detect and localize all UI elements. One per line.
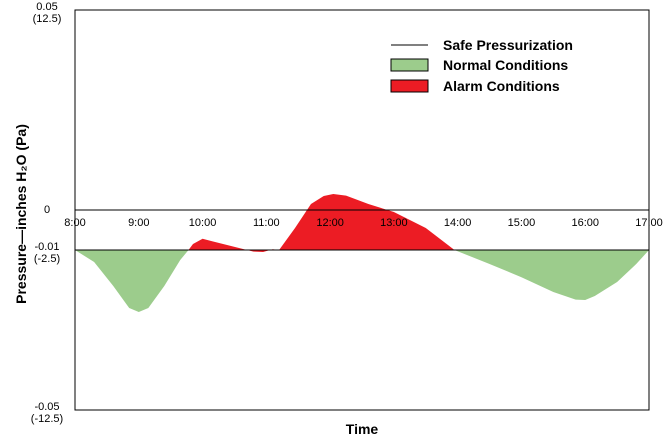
- x-tick-5: 13:00: [380, 217, 408, 229]
- x-tick-labels: 8:00 9:00 10:00 11:00 12:00 13:00 14:00 15:00 16…: [64, 217, 662, 229]
- y-tick-0: 0.05: [36, 1, 57, 13]
- x-axis-title: Time: [346, 421, 379, 437]
- condition-fills: [75, 194, 649, 312]
- x-tick-1: 9:00: [128, 217, 149, 229]
- x-tick-8: 16:00: [571, 217, 599, 229]
- normal-area-3: [454, 250, 649, 300]
- x-tick-4: 12:00: [316, 217, 344, 229]
- x-tick-7: 15:00: [508, 217, 536, 229]
- y-tick-2: -0.01: [34, 241, 59, 253]
- y-tick-3: -0.05: [34, 401, 59, 413]
- normal-area-0: [75, 250, 189, 312]
- y-axis-title: Pressure—inches H₂O (Pa): [13, 124, 29, 304]
- x-tick-3: 11:00: [253, 217, 280, 229]
- alarm-area-1: [188, 238, 280, 252]
- legend: Safe Pressurization Normal Conditions Al…: [390, 37, 573, 94]
- x-tick-6: 14:00: [444, 217, 472, 229]
- legend-label-normal: Normal Conditions: [443, 57, 568, 73]
- y-tick-1: 0: [44, 204, 50, 216]
- y-tick-labels: 0.05(12.5) 0 -0.01(-2.5) -0.05(-12.5): [31, 1, 63, 425]
- x-tick-0: 8:00: [64, 217, 85, 229]
- y-tick-sublabel-0: (12.5): [33, 13, 62, 25]
- legend-swatch-normal: [390, 58, 429, 72]
- legend-label-safe: Safe Pressurization: [443, 37, 573, 53]
- alarm-area-2: [279, 194, 455, 250]
- y-tick-sublabel-3: (-12.5): [31, 413, 63, 425]
- legend-swatch-alarm: [390, 79, 429, 93]
- y-tick-sublabel-2: (-2.5): [34, 253, 60, 265]
- legend-label-alarm: Alarm Conditions: [443, 78, 560, 94]
- x-tick-9: 17:00: [635, 217, 663, 229]
- x-tick-2: 10:00: [189, 217, 217, 229]
